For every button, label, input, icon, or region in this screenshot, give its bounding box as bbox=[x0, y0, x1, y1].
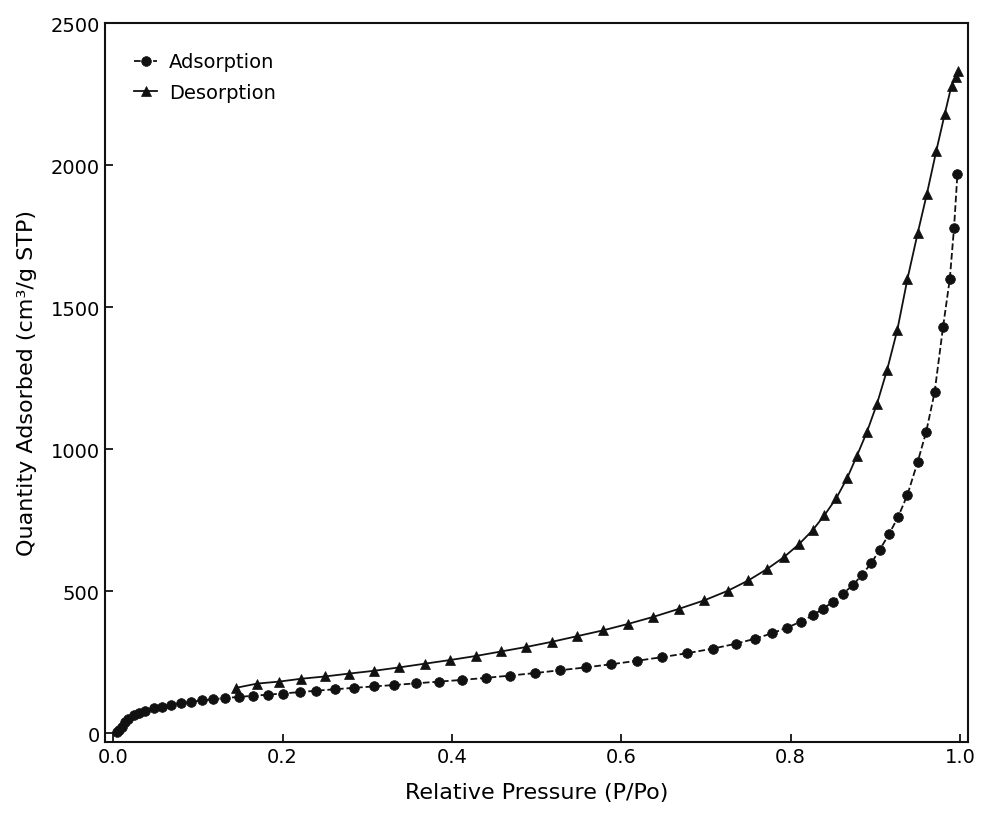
Desorption bbox=[881, 365, 893, 375]
Desorption bbox=[952, 67, 964, 77]
Desorption bbox=[546, 637, 558, 647]
Adsorption bbox=[186, 697, 198, 707]
Desorption bbox=[295, 674, 307, 684]
Desorption bbox=[793, 540, 805, 550]
Desorption bbox=[871, 400, 883, 410]
Adsorption bbox=[948, 224, 960, 233]
Desorption bbox=[230, 683, 242, 693]
Line: Desorption: Desorption bbox=[231, 67, 963, 693]
Desorption bbox=[902, 274, 914, 284]
Desorption bbox=[496, 647, 507, 657]
Desorption bbox=[393, 663, 405, 672]
Desorption bbox=[930, 147, 942, 156]
Desorption bbox=[698, 595, 710, 605]
Desorption bbox=[921, 189, 932, 199]
Desorption bbox=[841, 473, 853, 483]
Desorption bbox=[949, 73, 961, 83]
Desorption bbox=[861, 428, 873, 437]
Desorption bbox=[673, 604, 685, 614]
Desorption bbox=[597, 626, 609, 636]
Desorption bbox=[622, 619, 634, 629]
Desorption bbox=[778, 553, 789, 563]
Line: Adsorption: Adsorption bbox=[112, 170, 962, 737]
Desorption bbox=[818, 510, 830, 520]
Desorption bbox=[273, 676, 285, 686]
Adsorption bbox=[951, 170, 963, 179]
Desorption bbox=[722, 586, 734, 596]
Adsorption bbox=[681, 649, 693, 658]
Desorption bbox=[938, 110, 950, 120]
Adsorption bbox=[232, 692, 244, 702]
Desorption bbox=[912, 229, 923, 239]
Legend: Adsorption, Desorption: Adsorption, Desorption bbox=[114, 34, 295, 122]
Desorption bbox=[343, 669, 355, 679]
Desorption bbox=[761, 564, 773, 574]
Desorption bbox=[419, 659, 431, 669]
Adsorption bbox=[110, 727, 122, 737]
Desorption bbox=[806, 526, 818, 536]
Desorption bbox=[743, 576, 755, 586]
Desorption bbox=[647, 612, 659, 622]
Desorption bbox=[830, 494, 842, 504]
Adsorption bbox=[128, 711, 140, 721]
Desorption bbox=[319, 672, 331, 681]
Y-axis label: Quantity Adsorbed (cm³/g STP): Quantity Adsorbed (cm³/g STP) bbox=[17, 210, 37, 556]
Desorption bbox=[571, 631, 583, 641]
Desorption bbox=[892, 326, 904, 336]
Desorption bbox=[470, 651, 482, 661]
Desorption bbox=[851, 452, 863, 462]
Adsorption bbox=[892, 513, 904, 523]
Desorption bbox=[368, 666, 380, 676]
Desorption bbox=[945, 82, 957, 92]
Desorption bbox=[520, 642, 532, 652]
Desorption bbox=[251, 679, 263, 689]
Desorption bbox=[444, 655, 456, 665]
X-axis label: Relative Pressure (P/Po): Relative Pressure (P/Po) bbox=[405, 782, 668, 803]
